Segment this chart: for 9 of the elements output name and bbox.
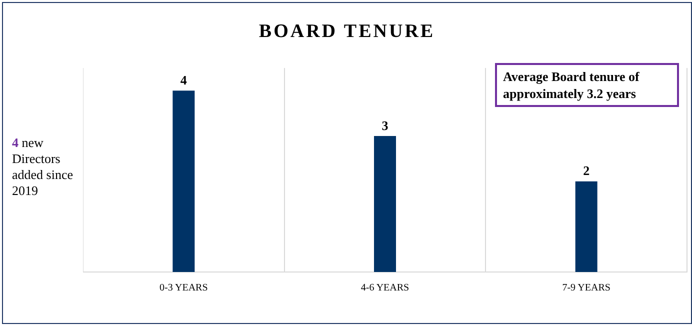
data-label: 2 <box>583 163 590 178</box>
x-tick-label: 7-9 YEARS <box>562 282 610 294</box>
data-label: 3 <box>382 118 389 133</box>
x-tick-label: 4-6 YEARS <box>360 282 410 294</box>
annotation: Average Board tenure of approximately 3.2 years <box>495 63 679 107</box>
text: 4 new Directors added since 2019 <box>12 135 74 199</box>
x-tick-label: 0-3 YEARS <box>160 282 208 294</box>
data-label: 4 <box>180 72 188 88</box>
chart-title: BOARD TENURE <box>258 21 436 43</box>
